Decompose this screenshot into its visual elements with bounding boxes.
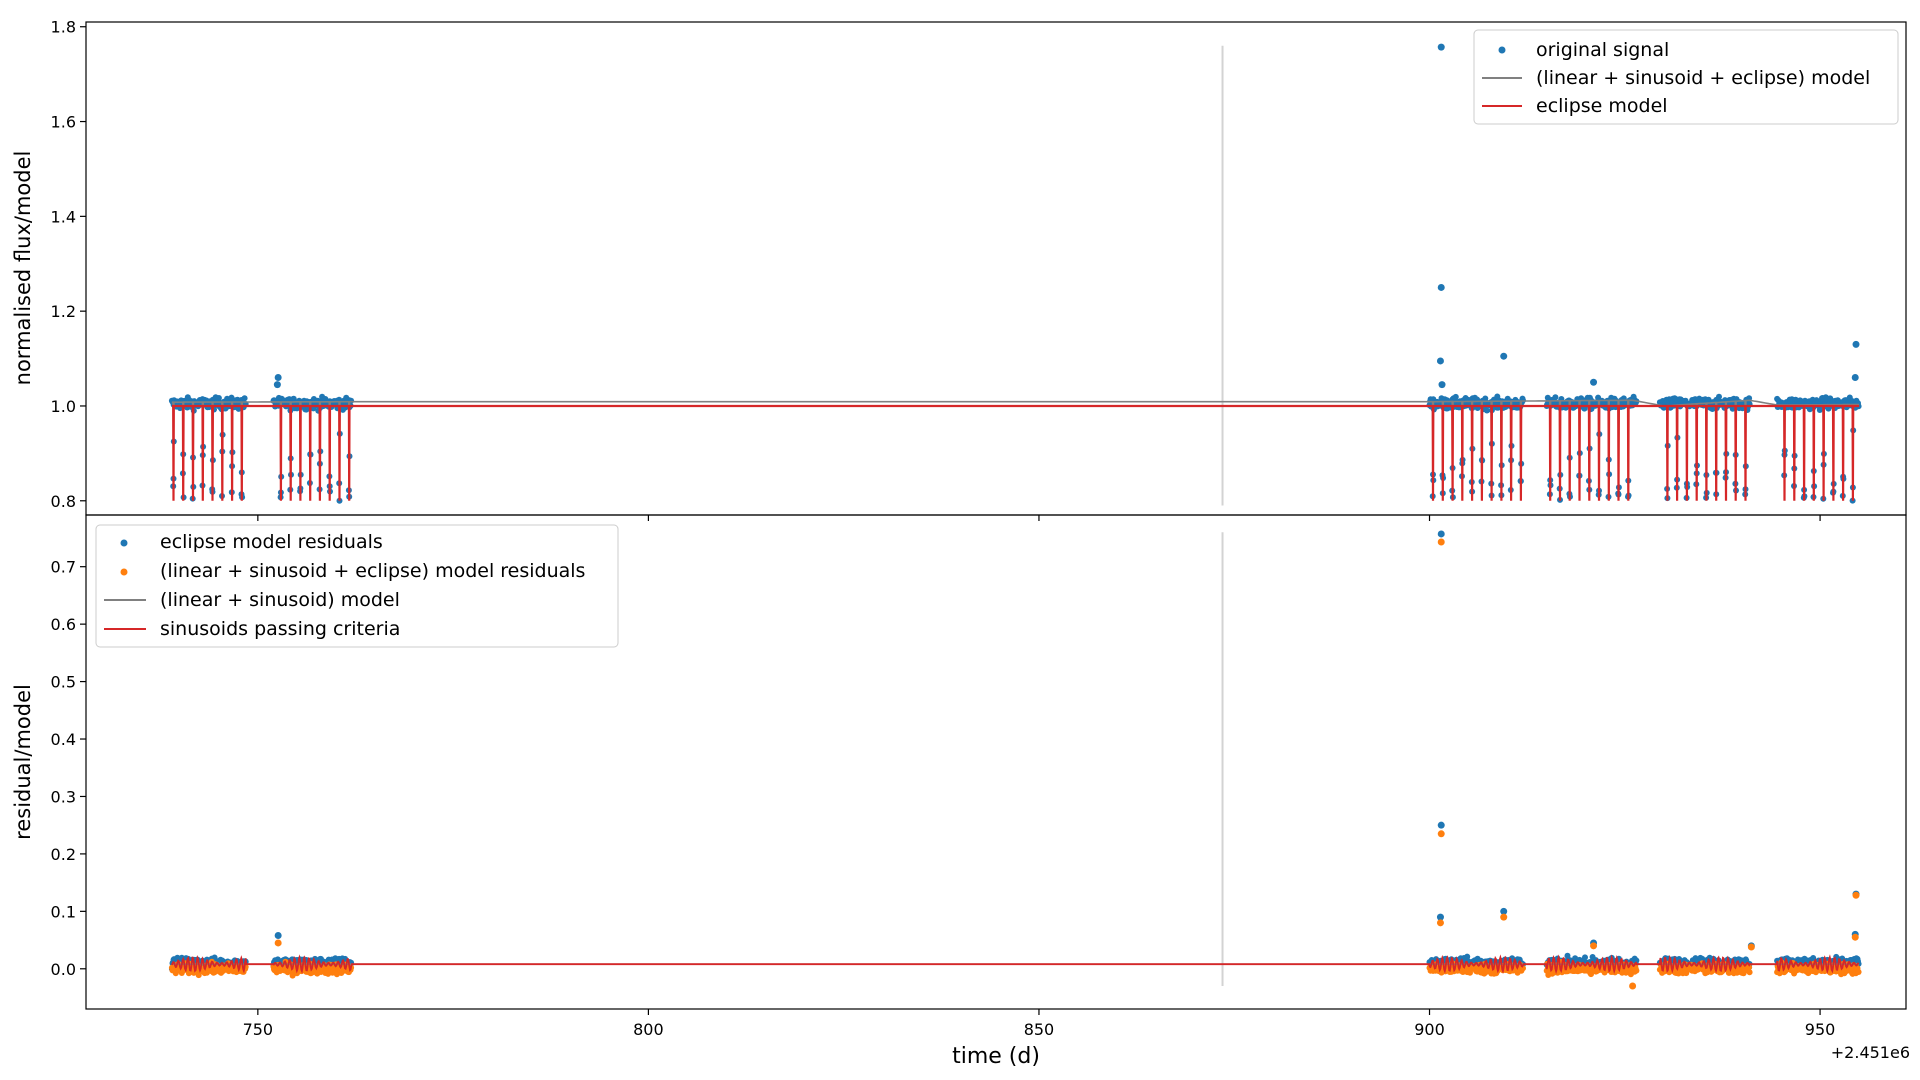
- eclipse-model-line: [171, 404, 1860, 501]
- legend-marker-original-signal: [1498, 46, 1506, 54]
- residual-y-ticks: 0.0 0.1 0.2 0.3 0.4 0.5 0.6 0.7: [51, 558, 86, 979]
- original-signal-outlier: [1436, 357, 1444, 365]
- residual-y-tick-label: 0.0: [51, 960, 76, 979]
- full-model-residual-point: [1746, 969, 1753, 976]
- residual-y-tick-label: 0.5: [51, 673, 76, 692]
- original-signal-outlier: [273, 381, 281, 389]
- eclipse-residual-point: [1582, 954, 1588, 961]
- residual-y-tick-label: 0.7: [51, 558, 76, 577]
- residual-x-tick-label: 950: [1805, 1020, 1836, 1039]
- eclipse-residual-outlier: [1500, 907, 1508, 915]
- eclipse-residual-outlier: [1437, 821, 1445, 829]
- legend-label-full-model: (linear + sinusoid + eclipse) model: [1536, 67, 1870, 89]
- eclipse-residual-point: [1633, 957, 1640, 964]
- sinusoids-passing-line: [171, 954, 1860, 975]
- full-model-residual-point: [1855, 969, 1862, 975]
- full-model-residual-outlier: [274, 939, 282, 947]
- eclipse-residual-outlier: [274, 931, 282, 939]
- residual-y-tick-label: 0.1: [51, 902, 76, 921]
- flux-panel: 0.8 1.0 1.2 1.4 1.6 1.8 normalised flux/model…: [11, 18, 1907, 521]
- residual-x-tick-label: 750: [243, 1020, 274, 1039]
- original-signal-outlier: [1437, 43, 1445, 51]
- original-signal-point: [1716, 393, 1722, 400]
- original-signal-point: [1483, 407, 1490, 414]
- eclipse-residual-outlier: [1437, 530, 1445, 538]
- original-signal-outlier: [274, 374, 282, 382]
- flux-legend: original signal (linear + sinusoid + ecl…: [1473, 29, 1899, 125]
- legend-label-eclipse-model: eclipse model: [1536, 95, 1668, 117]
- residual-panel-frame: [85, 514, 1907, 1010]
- legend-label-eclipse-residuals: eclipse model residuals: [160, 531, 383, 553]
- residual-legend: eclipse model residuals (linear + sinuso…: [95, 524, 619, 648]
- original-signal-outlier: [1851, 374, 1859, 382]
- flux-y-axis-label: normalised flux/model: [11, 151, 35, 386]
- flux-y-tick-label: 1.0: [51, 397, 76, 416]
- full-model-residual-outlier: [1437, 830, 1445, 838]
- original-signal-outlier: [1500, 352, 1508, 360]
- x-axis-offset-label: +2.451e6: [1831, 1043, 1910, 1062]
- legend-marker-full-model-residuals: [120, 568, 128, 576]
- original-signal-outlier: [1590, 378, 1598, 386]
- residual-y-tick-label: 0.3: [51, 787, 76, 806]
- legend-label-linear-sinusoid-model: (linear + sinusoid) model: [160, 589, 400, 611]
- residual-y-tick-label: 0.4: [51, 730, 76, 749]
- eclipse-residual-point: [1564, 952, 1571, 959]
- residual-panel: 0.0 0.1 0.2 0.3 0.4 0.5 0.6 0.7 750 800 850 900 950…: [11, 514, 1907, 1039]
- full-model-residual-outlier: [1629, 982, 1637, 990]
- original-signal-outlier: [1437, 283, 1445, 291]
- flux-y-tick-label: 1.2: [51, 302, 76, 321]
- legend-label-sinusoids-passing: sinusoids passing criteria: [160, 618, 400, 640]
- full-model-residual-outlier: [1590, 942, 1598, 950]
- residual-y-tick-label: 0.6: [51, 615, 76, 634]
- original-signal-point: [215, 395, 222, 401]
- flux-y-tick-label: 0.8: [51, 492, 76, 511]
- legend-marker-eclipse-residuals: [120, 539, 128, 547]
- residual-y-axis-label: residual/model: [11, 684, 35, 840]
- residual-plot-area: [168, 530, 1862, 990]
- original-signal-outlier: [1852, 340, 1860, 348]
- original-signal-point: [241, 395, 248, 402]
- residual-x-tick-label: 900: [1414, 1020, 1445, 1039]
- full-model-residual-point: [1746, 964, 1753, 971]
- legend-label-original-signal: original signal: [1536, 39, 1669, 61]
- flux-y-tick-label: 1.4: [51, 207, 76, 226]
- flux-y-tick-label: 1.6: [51, 113, 76, 132]
- residual-y-tick-label: 0.2: [51, 845, 76, 864]
- flux-legend-box: [1473, 29, 1899, 125]
- residual-x-tick-label: 800: [633, 1020, 664, 1039]
- full-model-residual-outlier: [1500, 913, 1508, 921]
- eclipse-residual-outlier: [1436, 913, 1444, 921]
- full-model-residual-outlier: [1852, 891, 1860, 899]
- full-model-residual-point: [289, 972, 296, 979]
- flux-y-ticks: 0.8 1.0 1.2 1.4 1.6 1.8: [51, 18, 1821, 521]
- residual-legend-box: [95, 524, 619, 648]
- legend-label-full-model-residuals: (linear + sinusoid + eclipse) model resi…: [160, 560, 585, 582]
- x-axis-label: time (d): [952, 1044, 1040, 1069]
- eclipse-residual-point: [1464, 953, 1471, 960]
- flux-y-tick-label: 1.8: [51, 18, 76, 37]
- original-signal-point: [1552, 394, 1559, 401]
- residual-x-tick-label: 850: [1024, 1020, 1055, 1039]
- full-model-residual-point: [1633, 967, 1640, 974]
- flux-plot-area: [168, 43, 1862, 506]
- original-signal-outlier: [1438, 381, 1446, 389]
- residual-x-ticks: 750 800 850 900 950: [243, 1009, 1836, 1039]
- full-model-residual-outlier: [1436, 919, 1444, 927]
- full-model-residual-outlier: [1437, 538, 1445, 546]
- full-model-residual-outlier: [1851, 933, 1859, 941]
- full-model-residual-outlier: [1747, 943, 1755, 951]
- original-signal-point: [1452, 393, 1459, 400]
